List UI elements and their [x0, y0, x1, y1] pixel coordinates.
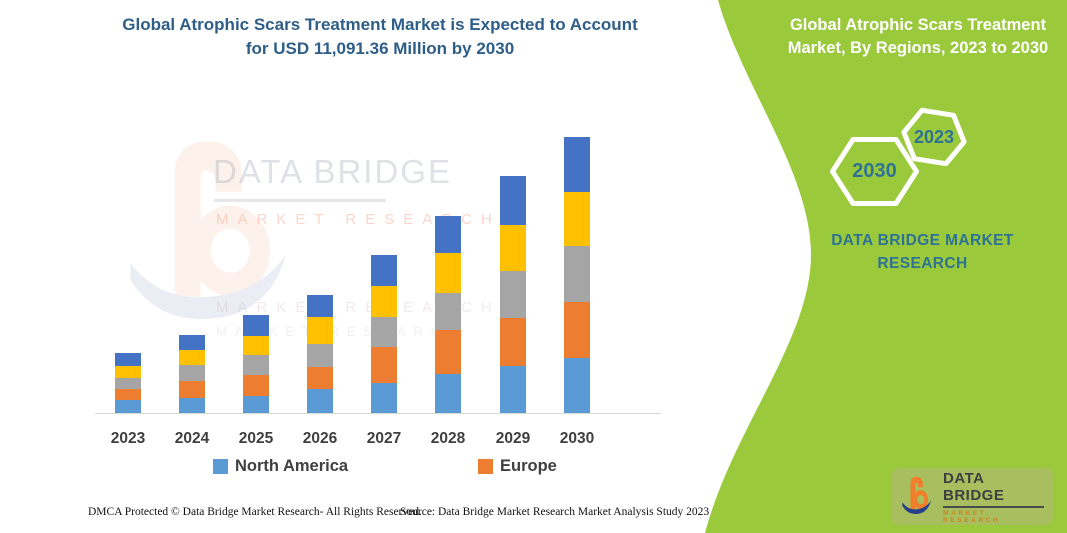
panel-brand-text: DATA BRIDGE MARKET RESEARCH [790, 229, 1055, 275]
chart-title: Global Atrophic Scars Treatment Market i… [90, 13, 670, 61]
bar-segment [371, 255, 397, 286]
panel-title: Global Atrophic Scars Treatment Market, … [768, 14, 1067, 60]
bar-segment [243, 336, 269, 355]
hexagon-2030-label: 2030 [852, 160, 897, 182]
legend-item: Europe [478, 457, 557, 476]
hexagon-2023: 2023 [897, 105, 971, 169]
panel-brand-line2: RESEARCH [877, 255, 968, 272]
green-wave-shape [705, 0, 1067, 533]
bar-segment [115, 389, 141, 400]
footer-dmca-text: DMCA Protected © Data Bridge Market Rese… [88, 506, 422, 518]
hexagon-2023-label: 2023 [913, 126, 955, 147]
x-tick-label: 2028 [430, 430, 466, 447]
x-tick-label: 2025 [238, 430, 274, 447]
legend-item: North America [213, 457, 348, 476]
stacked-bar-2026 [307, 295, 333, 413]
panel-title-line2: Market, By Regions, 2023 to 2030 [787, 39, 1049, 57]
x-tick-label: 2030 [559, 430, 595, 447]
x-tick-label: 2026 [302, 430, 338, 447]
bar-segment [564, 192, 590, 246]
bar-segment [435, 216, 461, 253]
bar-segment [500, 176, 526, 225]
bar-segment [115, 366, 141, 378]
bar-segment [307, 389, 333, 413]
bar-segment [500, 225, 526, 271]
stacked-bar-2023 [115, 353, 141, 413]
databridge-logo-icon [902, 476, 931, 514]
bar-segment [307, 317, 333, 344]
stacked-bar-2029 [500, 176, 526, 413]
bar-segment [243, 375, 269, 396]
bar-segment [564, 302, 590, 358]
footer-source-text: Source: Data Bridge Market Research Mark… [400, 506, 710, 518]
bar-segment [564, 137, 590, 192]
hexagon-2030: 2030 [830, 137, 919, 206]
chart-title-line2: for USD 11,091.36 Million by 2030 [245, 39, 515, 58]
legend-label: Europe [500, 457, 557, 475]
bar-segment [500, 366, 526, 413]
stacked-bar-2024 [179, 335, 205, 413]
stacked-bar-2030 [564, 137, 590, 413]
bar-segment [435, 253, 461, 293]
bar-segment [179, 381, 205, 398]
bar-segment [371, 383, 397, 413]
hexagon-2030-outline-icon [830, 137, 919, 206]
bar-segment [179, 398, 205, 413]
logo-card-subtitle: MARKET RESEARCH [943, 509, 1001, 524]
bar-segment [115, 353, 141, 366]
stacked-bar-2025 [243, 315, 269, 413]
bar-segment [500, 318, 526, 366]
stacked-bar-2028 [435, 216, 461, 413]
x-tick-label: 2027 [366, 430, 402, 447]
legend-swatch [478, 459, 493, 474]
bar-segment [243, 396, 269, 413]
bar-segment [435, 374, 461, 413]
x-axis-line [95, 413, 661, 414]
panel-brand-line1: DATA BRIDGE MARKET [831, 232, 1014, 249]
bar-segment [371, 286, 397, 317]
bar-segment [435, 293, 461, 330]
logo-card-text: DATA BRIDGE MARKET RESEARCH [943, 470, 1044, 524]
hexagon-2023-outline-icon [901, 107, 967, 167]
databridge-logo-card: DATA BRIDGE MARKET RESEARCH [892, 468, 1053, 525]
x-tick-label: 2029 [495, 430, 531, 447]
bar-segment [115, 400, 141, 413]
bar-segment [179, 365, 205, 381]
bar-segment [307, 344, 333, 367]
legend-label: North America [235, 457, 349, 475]
bar-segment [115, 378, 141, 389]
logo-card-name: DATA BRIDGE [943, 470, 1044, 508]
bar-segment [564, 246, 590, 302]
panel-title-line1: Global Atrophic Scars Treatment [789, 16, 1047, 34]
x-tick-label: 2023 [110, 430, 146, 447]
bar-segment [371, 317, 397, 347]
bar-segment [435, 330, 461, 374]
stacked-bar-2027 [371, 255, 397, 413]
chart-title-line1: Global Atrophic Scars Treatment Market i… [122, 15, 638, 34]
bar-segment [243, 315, 269, 336]
bar-segment [179, 350, 205, 365]
bar-segment [179, 335, 205, 350]
bar-segment [243, 355, 269, 375]
bar-segment [307, 295, 333, 317]
x-tick-label: 2024 [174, 430, 210, 447]
bar-segment [564, 358, 590, 413]
bar-segment [371, 347, 397, 383]
bar-segment [500, 271, 526, 318]
legend-swatch [213, 459, 228, 474]
bar-segment [307, 367, 333, 389]
